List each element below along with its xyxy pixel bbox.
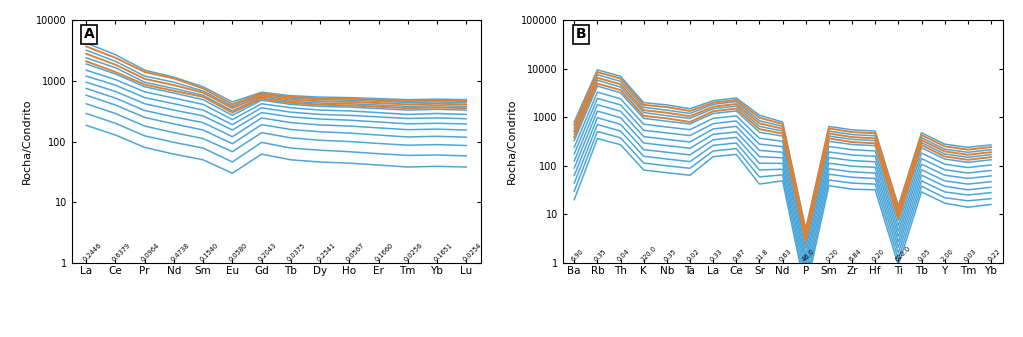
Text: 0.33: 0.33 — [709, 248, 723, 263]
Text: 0.03: 0.03 — [964, 248, 978, 263]
Text: A: A — [84, 28, 95, 41]
Text: 0.22: 0.22 — [987, 248, 1002, 263]
Text: 0.87: 0.87 — [732, 248, 747, 263]
Y-axis label: Rocha/Condrito: Rocha/Condrito — [506, 99, 517, 184]
Text: 0.20: 0.20 — [871, 248, 886, 263]
Text: 0.0254: 0.0254 — [462, 242, 483, 262]
Text: 0.04: 0.04 — [616, 248, 631, 263]
Text: 0.0580: 0.0580 — [228, 242, 249, 262]
Text: 6.90: 6.90 — [570, 248, 585, 263]
Text: B: B — [576, 28, 586, 41]
Text: 0.63: 0.63 — [779, 248, 793, 263]
Text: 0.0375: 0.0375 — [286, 242, 307, 262]
Text: 46.0: 46.0 — [801, 248, 816, 263]
Text: 0.2043: 0.2043 — [258, 242, 278, 262]
Text: 0.20: 0.20 — [825, 248, 840, 263]
Text: 0.6379: 0.6379 — [112, 242, 132, 262]
Text: 0.0567: 0.0567 — [345, 242, 366, 262]
Text: 2.00: 2.00 — [940, 248, 955, 263]
Text: 120.0: 120.0 — [639, 245, 657, 263]
Text: 6.84: 6.84 — [848, 248, 862, 263]
Text: 0.02: 0.02 — [685, 248, 701, 263]
Y-axis label: Rocha/Condrito: Rocha/Condrito — [21, 99, 32, 184]
Text: 0.1660: 0.1660 — [374, 242, 395, 262]
Text: 0.4738: 0.4738 — [170, 242, 190, 262]
Text: 0.35: 0.35 — [663, 248, 677, 263]
Text: 620.0: 620.0 — [894, 245, 911, 263]
Text: 0.1540: 0.1540 — [198, 242, 220, 262]
Text: 0.05: 0.05 — [918, 248, 932, 263]
Text: 0.2541: 0.2541 — [316, 242, 337, 262]
Text: 0.0964: 0.0964 — [140, 242, 161, 262]
Text: 0.35: 0.35 — [593, 248, 608, 263]
Text: 11.8: 11.8 — [755, 248, 769, 263]
Text: 0.2446: 0.2446 — [82, 242, 102, 262]
Text: 0.1651: 0.1651 — [433, 242, 453, 262]
Text: 0.0256: 0.0256 — [403, 242, 425, 262]
